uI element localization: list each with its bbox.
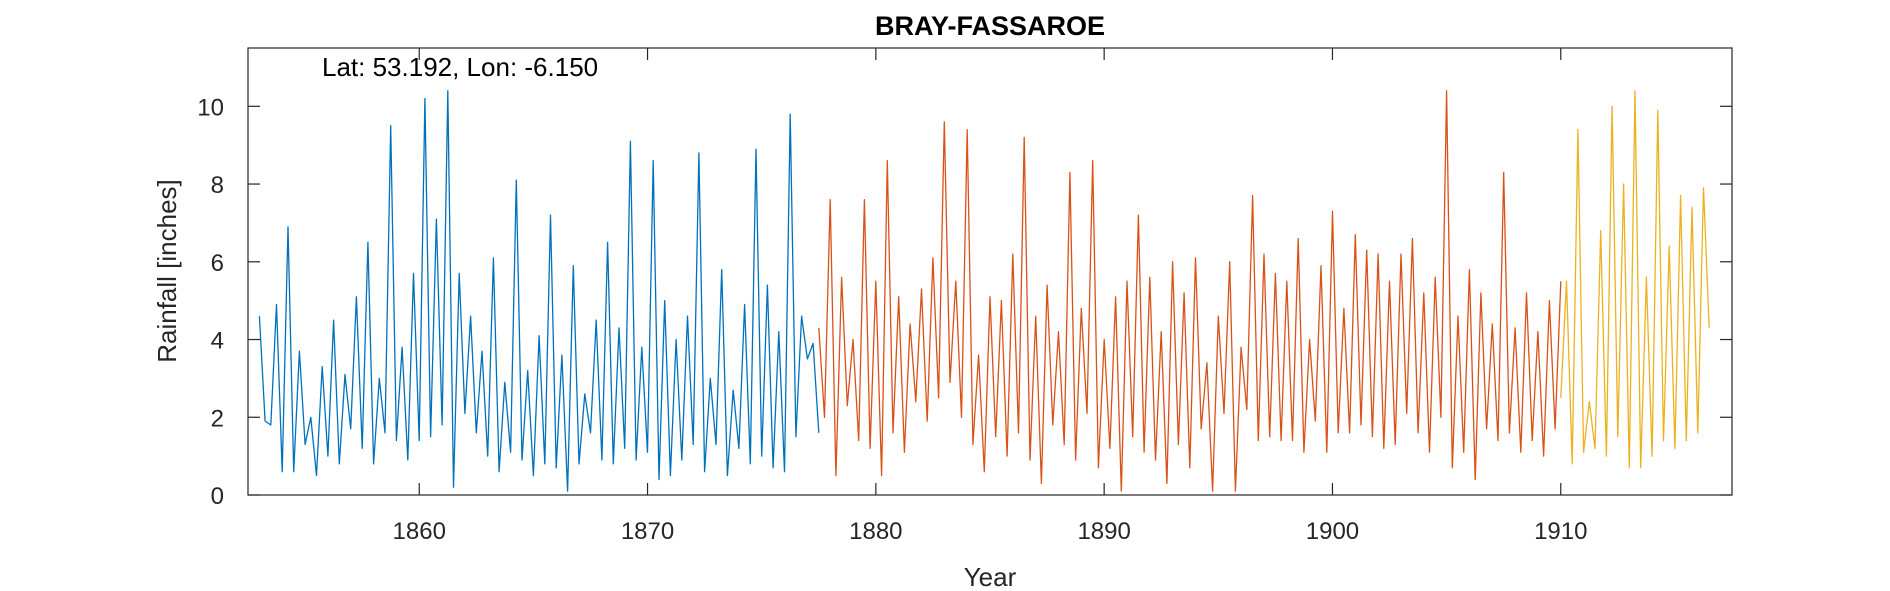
x-tick-label-1890: 1890 — [1077, 518, 1130, 545]
plot-area — [248, 48, 1732, 495]
x-axis-label: Year — [964, 562, 1017, 591]
series-line-2 — [818, 90, 1562, 492]
y-tick-label-8: 8 — [211, 172, 224, 199]
plot-frame — [247, 47, 1733, 496]
x-tick-label-1860: 1860 — [393, 518, 446, 545]
y-tick-label-4: 4 — [211, 328, 224, 355]
series-layer — [258, 90, 1710, 492]
series-line-3 — [1560, 90, 1710, 469]
y-tick-label-0: 0 — [211, 483, 224, 510]
y-tick-label-2: 2 — [211, 405, 224, 432]
x-tick-label-1870: 1870 — [621, 518, 674, 545]
x-tick-label-1900: 1900 — [1306, 518, 1359, 545]
y-axis-label: Rainfall [inches] — [152, 179, 182, 363]
series-line-1 — [258, 90, 820, 492]
location-annotation: Lat: 53.192, Lon: -6.150 — [322, 52, 598, 82]
x-tick-label-1880: 1880 — [849, 518, 902, 545]
y-tick-label-10: 10 — [197, 94, 224, 121]
chart-title: BRAY-FASSAROE — [875, 11, 1105, 41]
y-tick-label-6: 6 — [211, 250, 224, 277]
x-tick-label-1910: 1910 — [1534, 518, 1587, 545]
tick-layer: 1860 1870 1880 1890 1900 1910 0 2 4 6 8 10 — [197, 48, 1732, 545]
